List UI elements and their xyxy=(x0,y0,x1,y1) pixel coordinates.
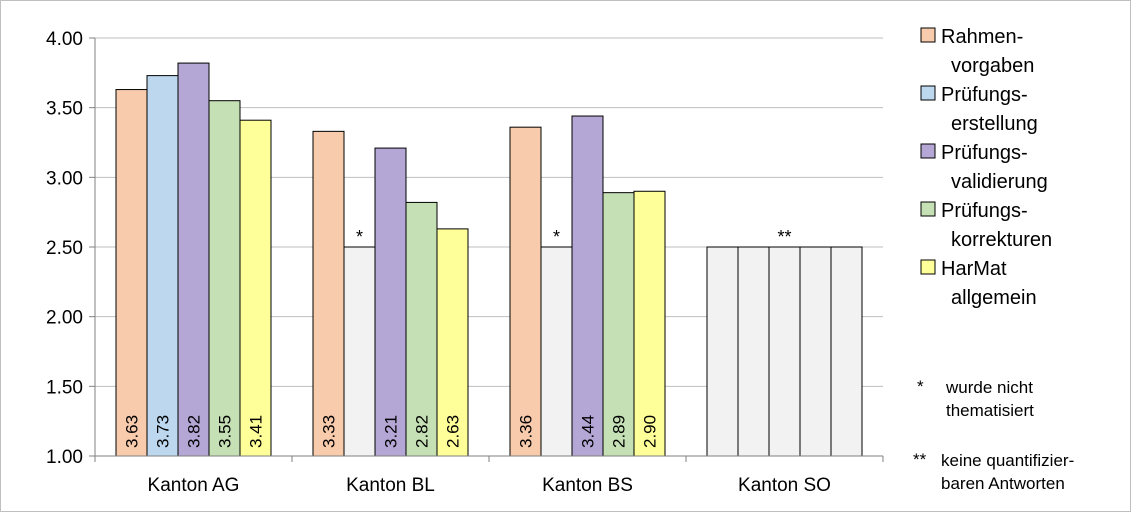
bar xyxy=(343,246,376,457)
y-tick-label: 1.50 xyxy=(46,377,83,398)
bars xyxy=(115,62,863,457)
x-category-label: Kanton BS xyxy=(542,475,633,496)
bar-value-label: 3.41 xyxy=(247,415,266,448)
footnote-text: keine quantifizier-baren Antworten xyxy=(941,451,1074,493)
x-category-label: Kanton BL xyxy=(346,475,435,496)
y-tick-label: 3.00 xyxy=(46,168,83,189)
bar xyxy=(706,246,739,457)
legend-swatch xyxy=(920,85,936,101)
bar-value-label: 3.82 xyxy=(185,415,204,448)
bar-value-label: 3.21 xyxy=(382,415,401,448)
legend: Rahmen-vorgaben Prüfungs-erstellung Prüfun… xyxy=(920,26,1052,309)
bar-value-label: 2.90 xyxy=(641,415,660,448)
legend-swatch xyxy=(920,27,936,43)
bar-value-label: 2.89 xyxy=(610,415,629,448)
bar xyxy=(374,147,407,457)
bar xyxy=(633,190,666,457)
footnote-marker: ** xyxy=(913,450,927,469)
legend-swatch xyxy=(920,259,936,275)
bar-value-label: 3.63 xyxy=(123,415,142,448)
bar xyxy=(540,246,573,457)
bar xyxy=(239,119,272,457)
bar xyxy=(115,89,148,457)
y-tick-label: 1.00 xyxy=(46,447,83,468)
footnote-text: wurde nicht thematisiert xyxy=(945,378,1034,420)
bar-value-label: 3.44 xyxy=(579,415,598,448)
axes: 1.00 1.50 2.00 2.50 3.00 3.50 4.00 Kanton AG Kan… xyxy=(46,29,884,496)
bar-value-label: 3.55 xyxy=(216,415,235,448)
y-tick-label: 3.50 xyxy=(46,99,83,120)
x-category-label: Kanton AG xyxy=(148,475,240,496)
legend-swatch xyxy=(920,201,936,217)
bar xyxy=(830,246,863,457)
legend-swatch xyxy=(920,143,936,159)
bar-value-label: 3.33 xyxy=(320,415,339,448)
bar-value-label: 3.36 xyxy=(517,415,536,448)
bar xyxy=(737,246,770,457)
bar xyxy=(571,115,604,457)
bar xyxy=(768,246,801,457)
bar xyxy=(208,100,241,457)
footnotes: * wurde nicht thematisiert ** keine quantifi… xyxy=(913,377,1074,493)
legend-entry: Prüfungs-validierung xyxy=(941,142,1048,193)
y-tick-label: 2.50 xyxy=(46,238,83,259)
legend-entry: Rahmen-vorgaben xyxy=(941,26,1034,77)
bar xyxy=(146,75,179,457)
bar-annotation: * xyxy=(356,227,363,247)
bar xyxy=(436,228,469,457)
bar xyxy=(312,130,345,457)
bar-value-label: 2.63 xyxy=(444,415,463,448)
bar xyxy=(405,201,438,457)
bar-annotation: ** xyxy=(777,227,791,247)
bar-value-label: 3.73 xyxy=(154,415,173,448)
y-tick-label: 4.00 xyxy=(46,29,83,50)
bar xyxy=(509,126,542,457)
legend-entry: HarMat allgemein xyxy=(941,258,1037,309)
legend-entry: Prüfungs-korrekturen xyxy=(941,200,1052,251)
bar xyxy=(177,62,210,457)
legend-entry: Prüfungs-erstellung xyxy=(941,84,1038,135)
bar xyxy=(799,246,832,457)
x-category-label: Kanton SO xyxy=(738,475,831,496)
y-tick-label: 2.00 xyxy=(46,308,83,329)
footnote-marker: * xyxy=(917,377,924,396)
bar-value-label: 2.82 xyxy=(413,415,432,448)
bar-annotation: * xyxy=(553,227,560,247)
bar-value-labels: 3.63 3.73 3.82 3.55 3.41 3.33 3.21 2.82 2.63 3.36… xyxy=(123,227,792,448)
